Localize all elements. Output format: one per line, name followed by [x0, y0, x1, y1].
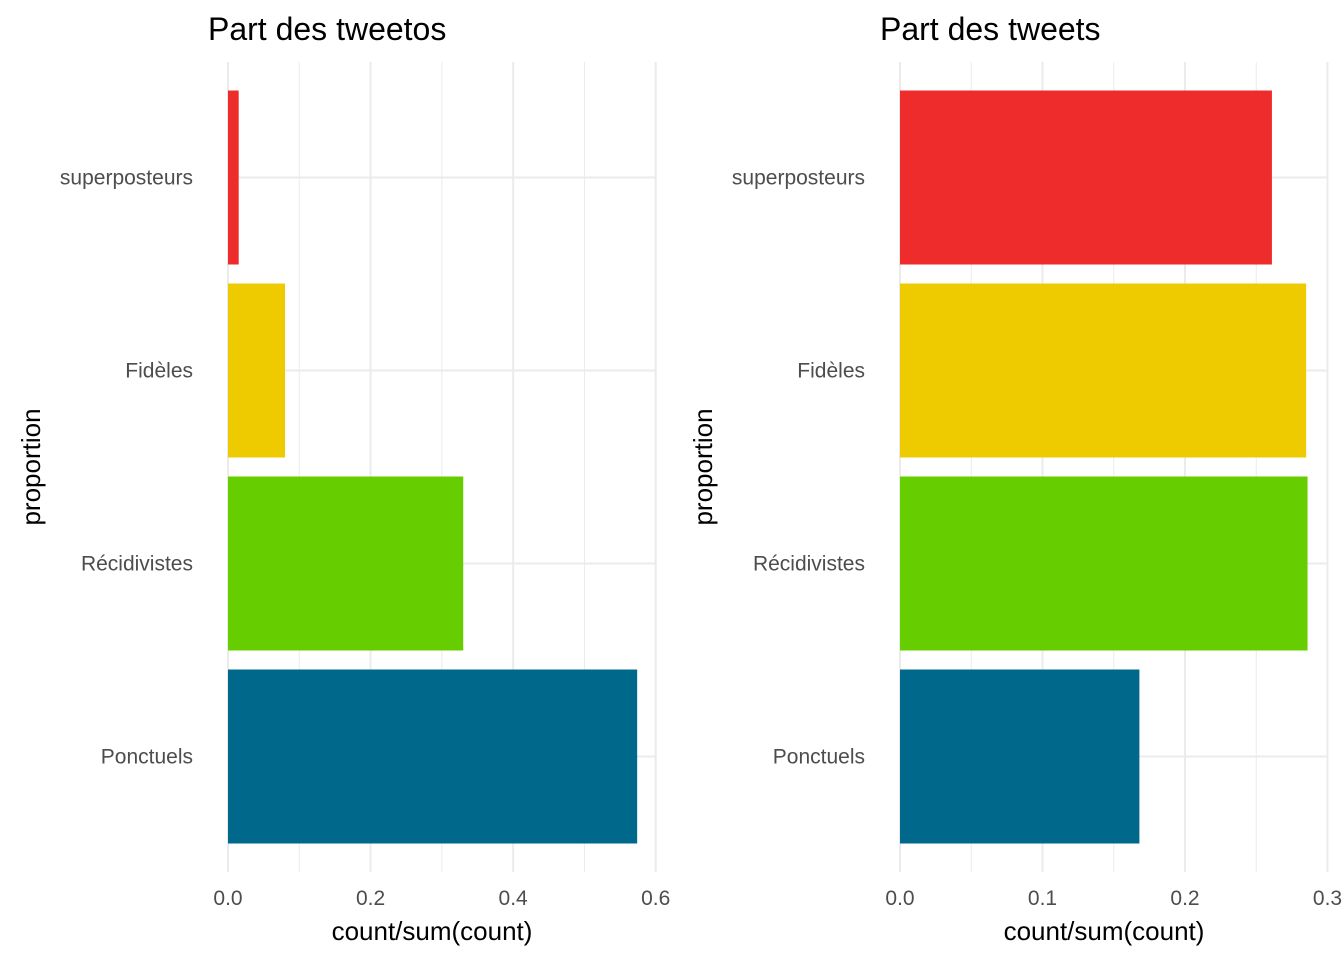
x-tick-label: 0.6 — [641, 887, 670, 910]
x-axis-title: count/sum(count) — [332, 916, 533, 946]
chart-title: Part des tweetos — [208, 11, 446, 47]
x-tick-label: 0.1 — [1028, 887, 1057, 910]
x-tick-label: 0.3 — [1313, 887, 1342, 910]
y-tick-label: Fidèles — [797, 360, 865, 383]
x-tick-label: 0.2 — [356, 887, 385, 910]
y-tick-label: Fidèles — [125, 360, 193, 383]
panel-part-des-tweets: Part des tweets count/sum(count) proport… — [688, 11, 1342, 946]
y-tick-label: superposteurs — [732, 167, 865, 190]
bar-superposteurs — [900, 90, 1272, 265]
y-axis-title: proportion — [688, 408, 718, 525]
bar-Récidivistes — [228, 476, 464, 651]
bar-Ponctuels — [900, 669, 1140, 844]
y-tick-label: Récidivistes — [81, 553, 193, 576]
bar-Fidèles — [228, 283, 286, 458]
panel-part-des-tweetos: Part des tweetos count/sum(count) propor… — [16, 11, 670, 946]
bar-superposteurs — [228, 90, 239, 265]
x-tick-label: 0.0 — [213, 887, 242, 910]
bar-Fidèles — [900, 283, 1307, 458]
y-tick-label: Ponctuels — [773, 746, 865, 769]
chart-title: Part des tweets — [880, 11, 1101, 47]
x-tick-label: 0.2 — [1170, 887, 1199, 910]
y-tick-label: Ponctuels — [101, 746, 193, 769]
x-axis-title: count/sum(count) — [1004, 916, 1205, 946]
bar-Récidivistes — [900, 476, 1308, 651]
bar-Ponctuels — [228, 669, 638, 844]
y-axis-title: proportion — [16, 408, 46, 525]
x-tick-label: 0.4 — [499, 887, 529, 910]
y-tick-label: Récidivistes — [753, 553, 865, 576]
x-tick-label: 0.0 — [885, 887, 914, 910]
y-tick-label: superposteurs — [60, 167, 193, 190]
